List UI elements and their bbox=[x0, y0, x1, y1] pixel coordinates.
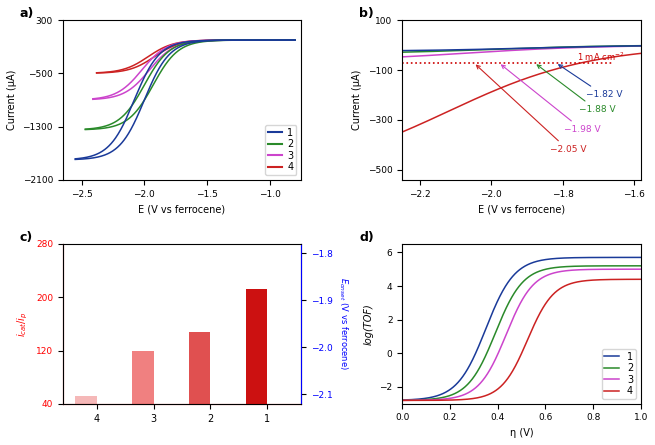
1 bbox=[578, 255, 586, 260]
Bar bbox=[97, 117, 119, 244]
Line: 3: 3 bbox=[402, 269, 641, 400]
3 bbox=[637, 267, 645, 272]
2 bbox=[506, 297, 514, 303]
4 bbox=[539, 305, 547, 311]
Bar bbox=[189, 332, 210, 404]
Text: b): b) bbox=[360, 7, 374, 20]
1 bbox=[506, 277, 514, 282]
Bar bbox=[132, 351, 154, 404]
2 bbox=[637, 263, 645, 268]
1 bbox=[637, 255, 645, 260]
Legend: 1, 2, 3, 4: 1, 2, 3, 4 bbox=[601, 349, 636, 399]
Text: 1 mA cm$^{-2}$: 1 mA cm$^{-2}$ bbox=[577, 50, 625, 62]
3 bbox=[539, 275, 547, 280]
4 bbox=[637, 277, 645, 282]
2 bbox=[557, 264, 565, 270]
1 bbox=[557, 255, 565, 261]
2 bbox=[539, 267, 547, 273]
1 bbox=[460, 372, 468, 378]
Text: −1.88 V: −1.88 V bbox=[537, 65, 615, 114]
Legend: 1, 2, 3, 4: 1, 2, 3, 4 bbox=[265, 125, 297, 175]
Bar bbox=[267, 225, 289, 244]
X-axis label: η (V): η (V) bbox=[510, 428, 533, 438]
Line: 2: 2 bbox=[402, 266, 641, 400]
Y-axis label: log(TOF): log(TOF) bbox=[364, 303, 374, 345]
4 bbox=[460, 397, 468, 402]
1 bbox=[398, 397, 406, 403]
Y-axis label: $E_{onset}$ (V vs ferrocene): $E_{onset}$ (V vs ferrocene) bbox=[337, 277, 350, 370]
Text: −1.98 V: −1.98 V bbox=[502, 65, 601, 134]
3 bbox=[557, 269, 565, 274]
Y-axis label: Current (μA): Current (μA) bbox=[7, 70, 17, 130]
4 bbox=[557, 285, 565, 290]
Bar bbox=[154, 150, 176, 244]
Y-axis label: $i_{cat}/i_p$: $i_{cat}/i_p$ bbox=[16, 311, 30, 337]
Text: −1.82 V: −1.82 V bbox=[559, 65, 622, 100]
3 bbox=[398, 398, 406, 403]
4 bbox=[506, 372, 514, 377]
Bar bbox=[75, 396, 97, 404]
3 bbox=[441, 396, 449, 402]
1 bbox=[539, 257, 547, 263]
1 bbox=[441, 390, 449, 396]
Bar bbox=[210, 197, 232, 244]
X-axis label: E (V vs ferrocene): E (V vs ferrocene) bbox=[138, 204, 225, 214]
4 bbox=[578, 279, 586, 284]
2 bbox=[578, 263, 586, 269]
3 bbox=[578, 267, 586, 272]
Y-axis label: Current (μA): Current (μA) bbox=[352, 70, 362, 130]
Text: −2.05 V: −2.05 V bbox=[476, 65, 586, 154]
Line: 1: 1 bbox=[402, 257, 641, 400]
4 bbox=[398, 398, 406, 403]
2 bbox=[441, 394, 449, 400]
Text: c): c) bbox=[20, 231, 33, 244]
Text: a): a) bbox=[20, 7, 34, 20]
2 bbox=[398, 397, 406, 403]
Line: 4: 4 bbox=[402, 279, 641, 400]
3 bbox=[460, 392, 468, 397]
Text: d): d) bbox=[360, 231, 374, 244]
X-axis label: E (V vs ferrocene): E (V vs ferrocene) bbox=[478, 204, 565, 214]
2 bbox=[460, 385, 468, 391]
Bar bbox=[246, 289, 267, 404]
3 bbox=[506, 322, 514, 328]
4 bbox=[441, 397, 449, 403]
